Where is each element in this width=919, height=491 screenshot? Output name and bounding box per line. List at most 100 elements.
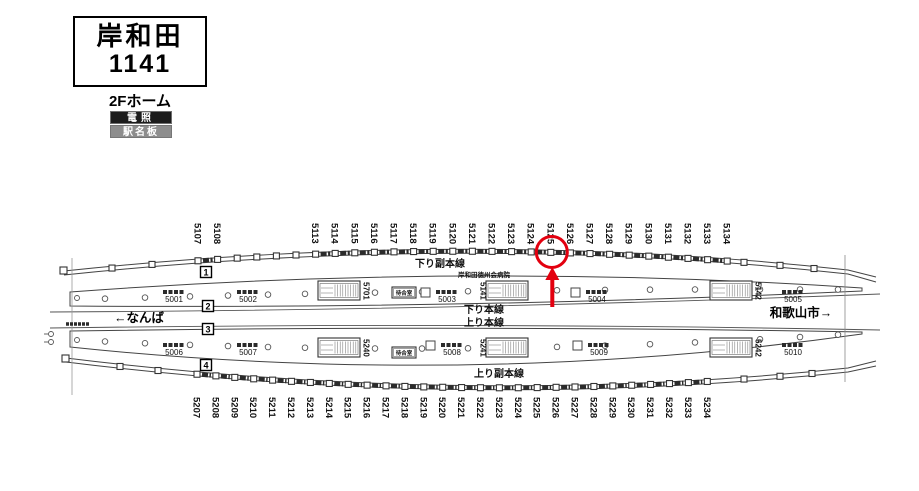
track-tick-top: [664, 253, 672, 261]
position-number-bottom: 5225: [531, 397, 542, 419]
track-tick-bottom: [476, 384, 485, 392]
position-number-top: 5124: [525, 223, 536, 245]
signal-post: [48, 339, 54, 345]
track-tick-bottom: [439, 383, 447, 391]
badge-ekimeiban: 駅名板: [110, 125, 172, 138]
pillar: [834, 286, 842, 293]
highlight-arrow-head: [545, 267, 560, 280]
sign-board-bar-top: [692, 256, 703, 262]
sign-board-bar-bottom: [220, 374, 230, 380]
track-number: 3: [205, 324, 210, 334]
position-number-bottom: 5217: [380, 397, 391, 418]
track-line-down-main: [49, 293, 881, 313]
pillar: [186, 341, 194, 349]
position-number-top: 5123: [505, 223, 516, 244]
track-number: 1: [203, 267, 208, 277]
track-tick-bottom: [193, 370, 201, 378]
track-number: 4: [203, 360, 208, 370]
pillar: [224, 292, 232, 299]
waiting-room-inner: [393, 348, 415, 357]
pillar: [418, 345, 426, 352]
track-tick-top: [292, 251, 300, 259]
position-number-top: 5107: [192, 223, 203, 244]
track-tick-top: [253, 253, 261, 261]
station-header-box: 岸和田 1141: [73, 16, 207, 87]
track-tick-top: [740, 258, 748, 266]
stair-label: 5242: [754, 339, 763, 357]
position-number-bottom: 5211: [266, 397, 277, 418]
position-number-bottom: 5227: [569, 397, 580, 418]
stair-label: 5141: [479, 282, 488, 300]
position-number-bottom: 5209: [228, 397, 239, 418]
position-number-top: 5127: [584, 223, 595, 244]
track-tick-bottom: [703, 377, 711, 386]
stairs-structure-upper-inner: [711, 283, 751, 298]
track-name-down-sub: 下り副本線: [415, 257, 465, 270]
track-tick-top: [108, 264, 116, 272]
position-number-bottom: 5213: [304, 397, 315, 418]
pillar: [74, 337, 80, 343]
position-number-top: 5118: [407, 223, 418, 244]
track-tick-bottom: [552, 383, 560, 391]
platform-sign-label: 5004: [588, 295, 606, 304]
position-number-top: 5131: [662, 223, 673, 245]
sign-board-bar-bottom: [296, 379, 306, 385]
pillar: [371, 345, 379, 352]
track-tick-bottom: [776, 372, 784, 380]
pillar: [464, 345, 472, 352]
stairs-structure-lower: [317, 337, 361, 358]
hospital-sign-label: 岸和田徳州会病院: [458, 270, 511, 279]
position-number-top: 5132: [682, 223, 693, 244]
track-tick-top: [272, 252, 280, 260]
position-number-bottom: 5224: [512, 397, 523, 419]
direction-label-left: ←なんば: [114, 310, 165, 325]
track-tick-bottom: [420, 383, 428, 391]
track-tick-bottom: [665, 380, 674, 388]
track-name-up-sub: 上り副本線: [474, 367, 524, 380]
track-tick-top: [527, 248, 535, 256]
track-tick-top: [194, 257, 202, 265]
track-tick-bottom: [401, 382, 409, 390]
track-tick-top: [810, 264, 818, 273]
platform-structure-box: [570, 287, 581, 298]
platform-structure-box: [420, 287, 431, 298]
track-tick-top: [233, 254, 241, 262]
position-number-bottom: 5221: [455, 397, 466, 419]
pillar: [224, 342, 232, 350]
track-line-down-sub: [63, 248, 877, 278]
track-end-cap: [61, 354, 70, 363]
platform-sign-label: 5009: [590, 348, 608, 357]
position-number-top: 5121: [466, 223, 477, 245]
track-line-down-sub-2: [63, 252, 877, 283]
track-tick-top: [214, 255, 222, 263]
position-number-top: 5134: [721, 223, 732, 245]
pillar: [301, 344, 309, 351]
pillar: [264, 343, 272, 351]
stairs-structure-lower: [709, 337, 753, 358]
position-number-top: 5120: [446, 223, 457, 244]
position-number-bottom: 5219: [417, 397, 428, 418]
floor-label: 2Fホーム: [108, 93, 172, 110]
position-number-bottom: 5230: [625, 397, 636, 418]
track-tick-top: [468, 247, 476, 255]
track-tick-bottom: [250, 375, 258, 383]
position-number-bottom: 5216: [361, 397, 372, 418]
track-tick-top: [410, 248, 418, 256]
track-tick-top: [370, 248, 378, 256]
pillar: [691, 286, 699, 293]
track-tick-top: [351, 249, 359, 257]
pillar: [74, 295, 80, 301]
track-tick-bottom: [363, 381, 371, 389]
pillar: [371, 289, 379, 296]
pillar: [141, 294, 149, 301]
track-tick-bottom: [382, 382, 390, 390]
track-tick-top: [625, 251, 633, 259]
pillar: [464, 287, 472, 295]
stairs-structure-upper-inner: [319, 283, 359, 298]
stairs-structure-lower-inner: [711, 340, 751, 355]
track-tick-top: [704, 256, 712, 264]
track-tick-top: [723, 257, 731, 265]
position-number-top: 5119: [427, 223, 438, 244]
track-number-box: [199, 358, 213, 372]
